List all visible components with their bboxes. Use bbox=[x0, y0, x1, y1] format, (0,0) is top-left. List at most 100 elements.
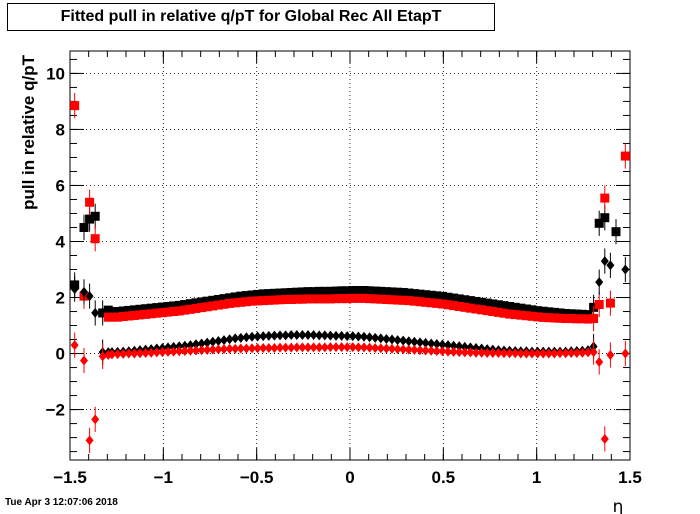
data-point bbox=[516, 310, 526, 320]
data-point bbox=[398, 287, 408, 297]
data-point bbox=[455, 341, 464, 352]
data-point bbox=[427, 345, 436, 356]
data-point bbox=[370, 294, 380, 304]
data-point bbox=[107, 307, 117, 317]
data-point bbox=[477, 347, 486, 358]
data-point bbox=[488, 307, 498, 317]
data-point bbox=[360, 331, 368, 342]
data-point bbox=[141, 309, 151, 319]
data-point bbox=[354, 331, 363, 342]
data-point bbox=[605, 298, 615, 308]
data-point bbox=[381, 294, 391, 304]
data-point bbox=[444, 340, 452, 351]
data-point bbox=[129, 310, 139, 320]
data-point bbox=[180, 340, 189, 351]
data-point bbox=[174, 300, 184, 310]
data-point bbox=[359, 286, 369, 296]
data-point bbox=[488, 347, 497, 358]
data-point bbox=[342, 286, 352, 296]
data-point bbox=[460, 302, 470, 312]
data-point bbox=[342, 294, 352, 304]
chart-title: Fitted pull in relative q/pT for Global … bbox=[60, 8, 442, 25]
data-point bbox=[561, 308, 571, 318]
data-point bbox=[387, 295, 397, 305]
data-point bbox=[141, 304, 151, 314]
data-point bbox=[566, 309, 576, 319]
data-point bbox=[225, 343, 234, 354]
data-point bbox=[443, 292, 453, 302]
data-point bbox=[70, 284, 79, 295]
data-point bbox=[528, 348, 536, 359]
data-point bbox=[236, 343, 245, 354]
data-point bbox=[202, 302, 212, 312]
data-point bbox=[269, 295, 279, 305]
data-point bbox=[359, 293, 369, 303]
data-point bbox=[600, 193, 610, 203]
data-point bbox=[471, 304, 481, 314]
x-tick-label: 1.5 bbox=[618, 468, 642, 487]
data-point bbox=[124, 348, 133, 359]
data-point bbox=[500, 348, 508, 359]
data-point bbox=[505, 301, 515, 311]
data-point bbox=[488, 299, 498, 309]
data-point bbox=[85, 435, 94, 446]
data-point bbox=[449, 340, 458, 351]
data-point bbox=[421, 337, 430, 348]
data-point bbox=[286, 287, 296, 297]
data-point bbox=[360, 342, 368, 353]
y-tick-label: 10 bbox=[46, 64, 65, 83]
data-point bbox=[135, 304, 145, 314]
data-point bbox=[572, 309, 582, 319]
data-point bbox=[85, 291, 94, 302]
data-point bbox=[180, 300, 190, 310]
data-point bbox=[393, 335, 402, 346]
data-point bbox=[376, 294, 386, 304]
data-point bbox=[600, 433, 609, 444]
data-point bbox=[426, 298, 436, 308]
x-axis-label: η bbox=[613, 497, 624, 514]
data-point bbox=[113, 349, 122, 360]
data-point bbox=[253, 289, 263, 299]
data-point bbox=[477, 305, 487, 315]
data-point bbox=[292, 287, 302, 297]
data-point bbox=[527, 311, 537, 321]
data-point bbox=[192, 345, 200, 356]
data-point bbox=[203, 344, 212, 355]
data-point bbox=[555, 308, 565, 318]
data-point bbox=[314, 286, 324, 296]
data-point bbox=[410, 344, 419, 355]
data-point bbox=[544, 313, 554, 323]
data-point bbox=[449, 346, 458, 357]
data-point bbox=[230, 298, 240, 308]
data-point bbox=[253, 296, 263, 306]
data-point bbox=[382, 333, 391, 344]
data-point bbox=[572, 314, 582, 324]
data-point bbox=[309, 294, 319, 304]
data-point bbox=[505, 348, 514, 359]
data-point bbox=[511, 348, 520, 359]
data-point bbox=[454, 294, 464, 304]
data-point bbox=[415, 289, 425, 299]
data-point bbox=[533, 312, 543, 322]
data-point bbox=[404, 288, 414, 298]
chart-title-box: Fitted pull in relative q/pT for Global … bbox=[7, 3, 495, 31]
data-point bbox=[169, 301, 179, 311]
data-point bbox=[437, 291, 447, 301]
y-tick-label: 8 bbox=[56, 120, 65, 139]
data-point bbox=[214, 344, 223, 355]
data-point bbox=[303, 287, 313, 297]
data-point bbox=[477, 297, 487, 307]
data-point bbox=[331, 286, 341, 296]
data-point bbox=[566, 314, 576, 324]
data-point bbox=[494, 347, 503, 358]
data-point bbox=[253, 343, 262, 354]
data-point bbox=[225, 293, 235, 303]
data-point bbox=[595, 277, 604, 288]
data-point bbox=[421, 290, 431, 300]
data-point bbox=[415, 297, 425, 307]
data-point bbox=[337, 286, 347, 296]
data-point bbox=[409, 289, 419, 299]
data-point bbox=[208, 344, 217, 355]
data-point bbox=[432, 339, 441, 350]
